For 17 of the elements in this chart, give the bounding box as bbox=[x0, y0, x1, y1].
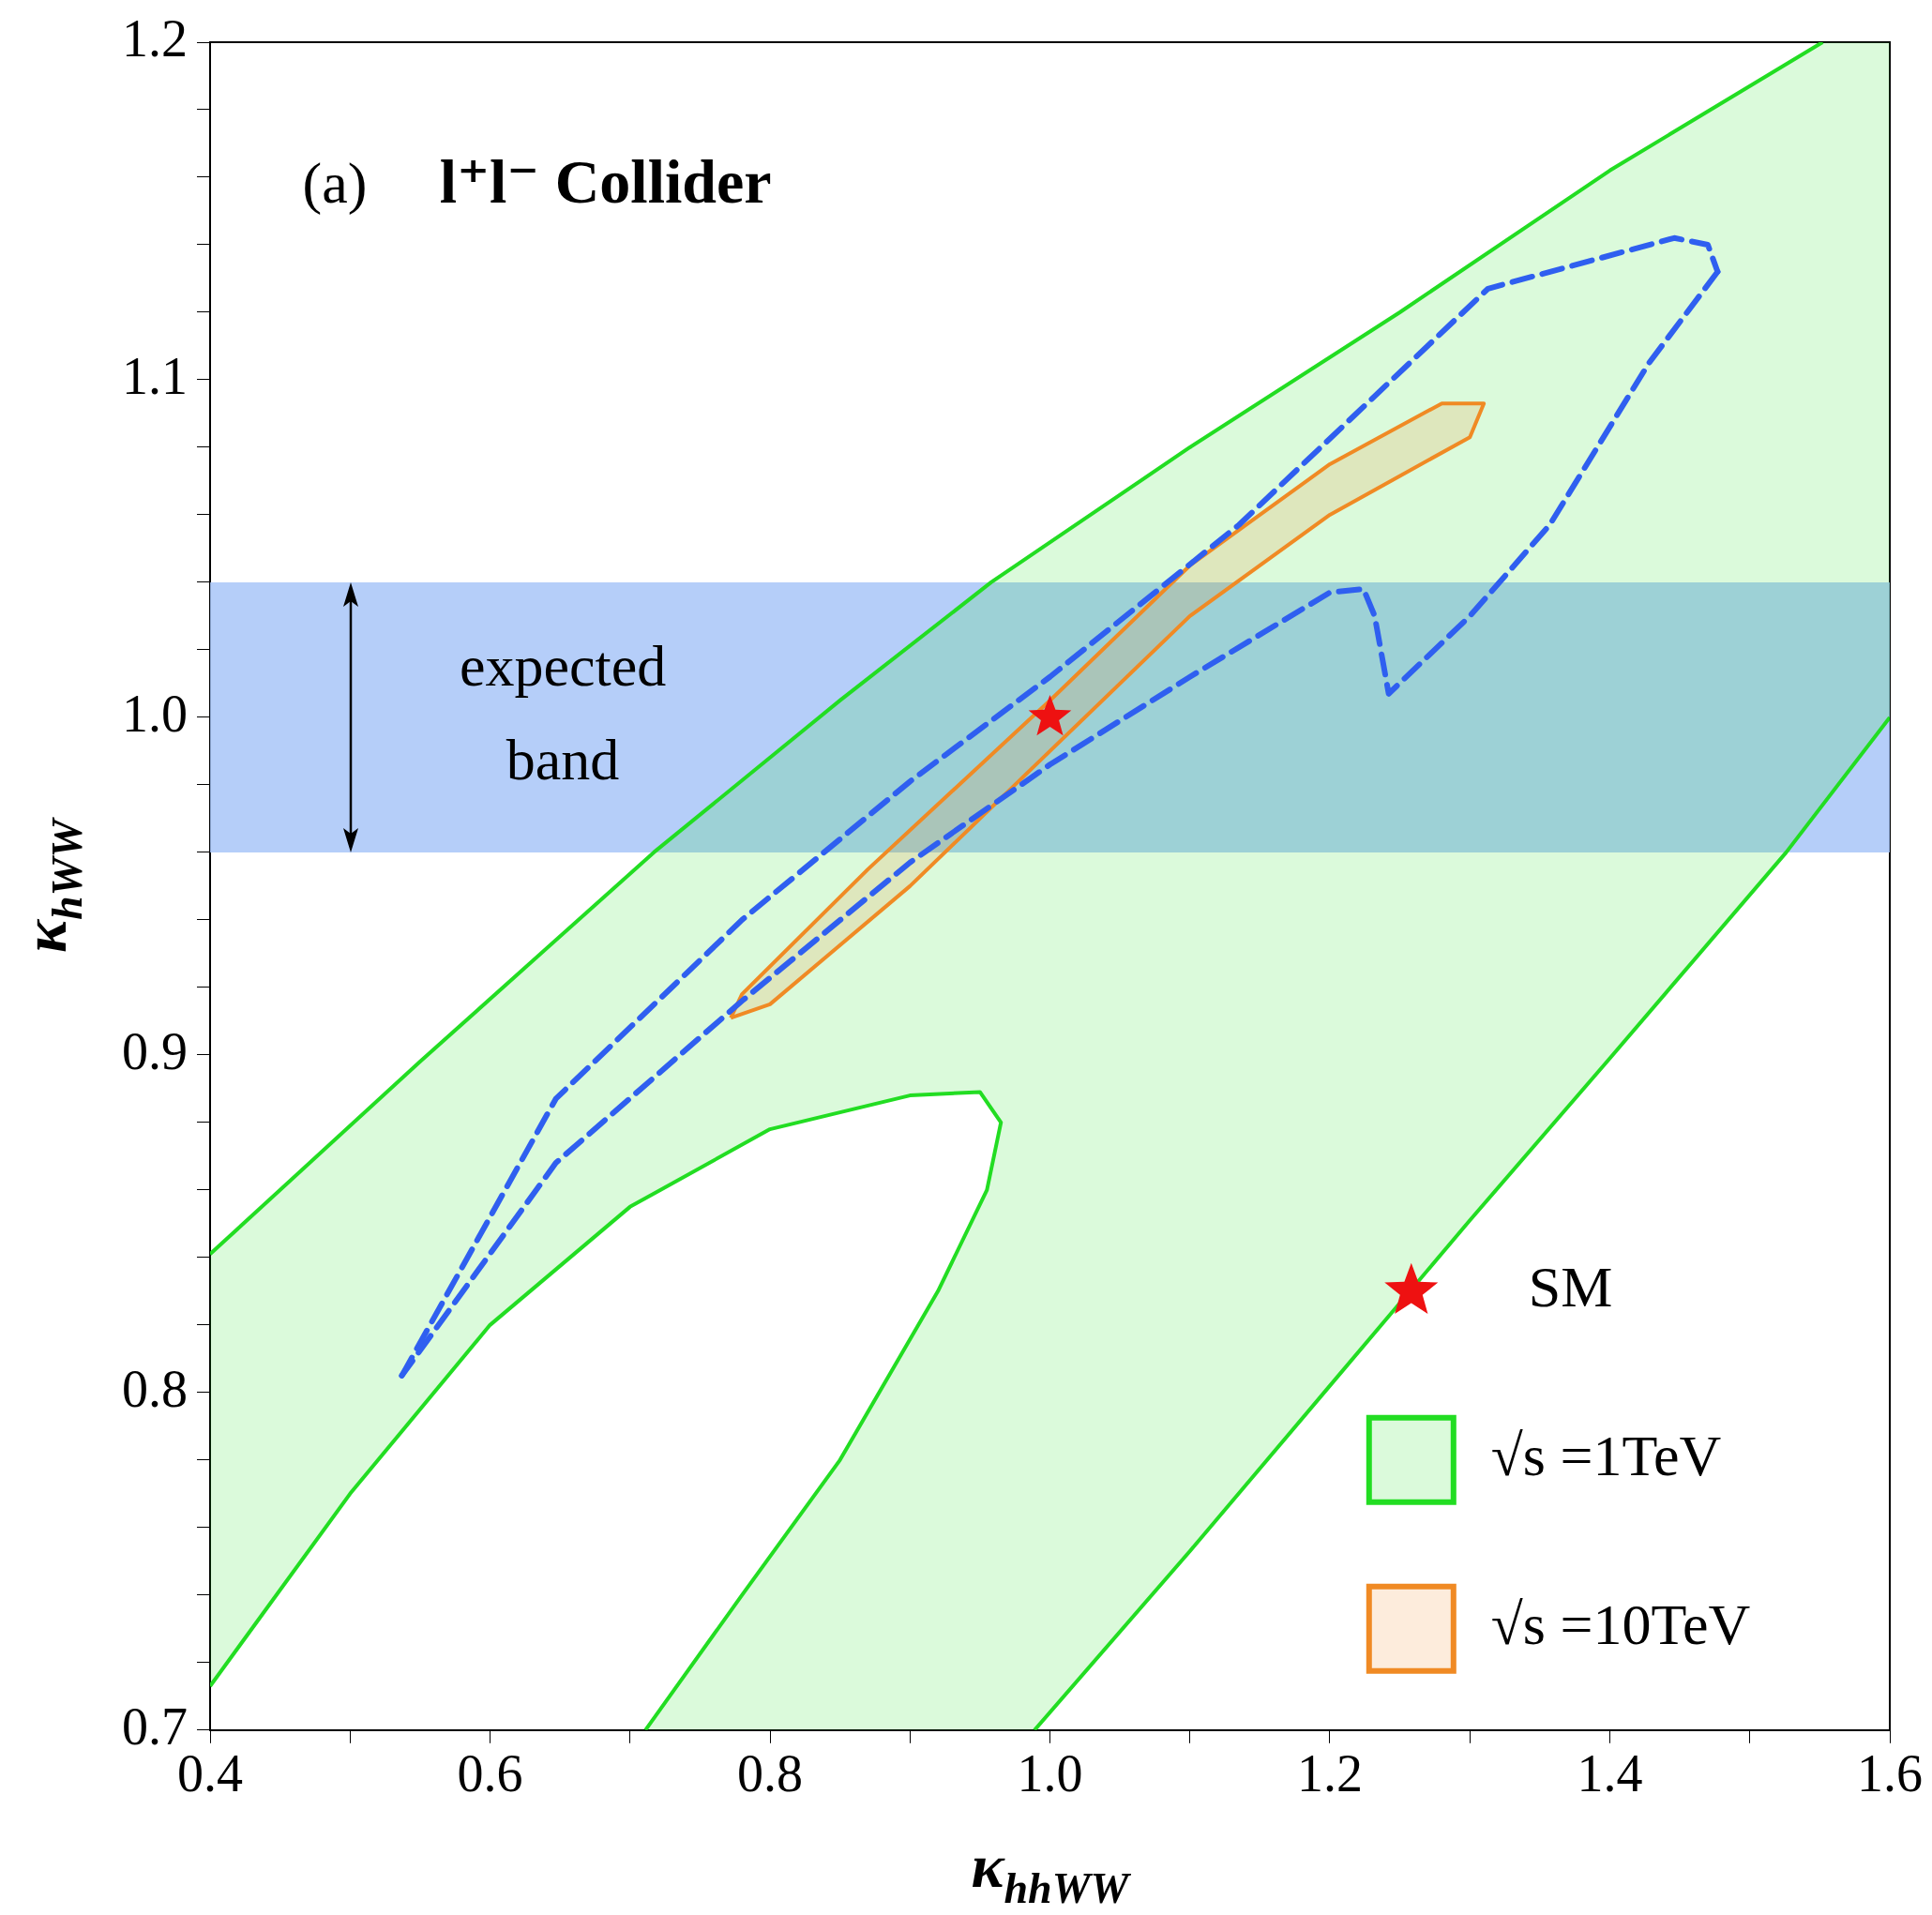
y-tick-label: 0.9 bbox=[122, 1021, 188, 1080]
y-tick-label: 1.0 bbox=[122, 684, 188, 743]
y-axis-title: κhWW bbox=[10, 816, 91, 954]
x-tick-label: 1.4 bbox=[1577, 1744, 1643, 1803]
x-tick-label: 1.6 bbox=[1857, 1744, 1923, 1803]
legend-label: √s =10TeV bbox=[1490, 1592, 1751, 1657]
legend-label: SM bbox=[1528, 1255, 1613, 1319]
x-tick-label: 0.6 bbox=[457, 1744, 523, 1803]
x-tick-label: 1.0 bbox=[1017, 1744, 1083, 1803]
y-tick-label: 1.1 bbox=[122, 346, 188, 405]
y-tick-label: 0.8 bbox=[122, 1359, 188, 1418]
x-tick-label: 0.8 bbox=[737, 1744, 803, 1803]
legend-label: √s =1TeV bbox=[1490, 1424, 1722, 1488]
chart-title: (a) l⁺l⁻ Collider bbox=[302, 146, 772, 216]
y-tick-label: 1.2 bbox=[122, 8, 188, 68]
x-tick-label: 1.2 bbox=[1297, 1744, 1363, 1803]
band-label: expected band bbox=[459, 634, 667, 792]
